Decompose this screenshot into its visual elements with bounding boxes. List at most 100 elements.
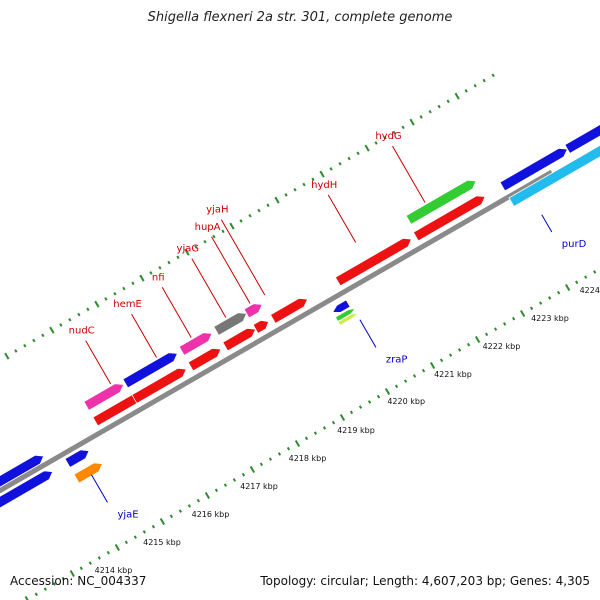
lower-tick	[69, 569, 75, 578]
gene-red-hydH	[334, 237, 413, 287]
upper-tick	[364, 144, 370, 152]
upper-tick	[23, 343, 27, 348]
gene-blue-b	[0, 470, 54, 509]
lower-tick	[484, 332, 489, 337]
lower-tick	[304, 436, 309, 441]
lower-tick	[593, 270, 597, 274]
lower-tick	[24, 595, 29, 600]
gene-blue-a	[0, 454, 45, 488]
accession-text: Accession: NC_004337	[10, 574, 147, 588]
upper-tick	[149, 271, 153, 275]
upper-tick	[419, 115, 423, 119]
genome-backbone	[0, 169, 554, 494]
lower-tick	[294, 439, 301, 448]
gene-magenta-nfi	[178, 332, 213, 356]
upper-tick	[266, 203, 270, 208]
lower-tick	[548, 296, 552, 300]
upper-tick	[131, 281, 135, 286]
label-leader	[161, 286, 192, 338]
gene-red-nfi	[187, 347, 222, 372]
label-leader	[359, 319, 377, 348]
upper-tick	[347, 156, 351, 161]
lower-tick	[530, 306, 534, 311]
kbp-label: 4218 kbp	[289, 454, 327, 463]
lower-tick	[322, 426, 327, 430]
label-leader	[327, 194, 357, 243]
lower-tick	[349, 410, 354, 415]
upper-tick	[454, 92, 460, 100]
upper-tick	[274, 196, 280, 204]
gene-cyan-purD	[508, 144, 600, 208]
lower-tick	[114, 543, 120, 552]
lower-tick	[61, 576, 65, 581]
kbp-label: 4220 kbp	[387, 397, 425, 406]
upper-tick	[374, 141, 378, 145]
lower-tick	[457, 348, 462, 352]
upper-tick	[284, 193, 288, 197]
kbp-label: 4223 kbp	[531, 314, 569, 323]
label-leader	[85, 340, 112, 385]
gene-label-yjaG: yjaG	[177, 244, 200, 255]
gene-label-zraP: zraP	[386, 354, 408, 365]
gene-label-hemE: hemE	[113, 299, 142, 310]
upper-tick	[356, 151, 360, 156]
gene-features	[0, 124, 600, 509]
upper-tick	[464, 89, 468, 93]
upper-tick	[122, 286, 126, 291]
gene-blue-purD-a	[499, 147, 569, 192]
lower-tick	[429, 361, 436, 370]
upper-tick	[212, 234, 216, 239]
upper-tick	[409, 118, 415, 126]
lower-tick	[214, 488, 219, 493]
kbp-label: 4214 kbp	[95, 566, 133, 575]
lower-tick	[88, 561, 92, 565]
lower-tick	[539, 301, 543, 305]
label-leader	[541, 214, 553, 233]
label-leader	[211, 236, 251, 304]
lower-tick	[584, 275, 588, 279]
lower-tick	[474, 335, 481, 344]
lower-tick	[339, 413, 346, 422]
gene-label-purD: purD	[562, 239, 587, 250]
lower-tick	[159, 517, 165, 526]
lower-tick	[232, 478, 237, 482]
upper-tick	[437, 104, 441, 109]
lower-tick	[439, 358, 444, 363]
upper-tick	[41, 333, 45, 338]
upper-tick	[176, 255, 180, 260]
lower-tick	[169, 514, 173, 519]
tick-marks	[4, 73, 597, 600]
gene-label-nfi: nfi	[152, 272, 165, 283]
kbp-label: 4216 kbp	[192, 510, 230, 519]
gene-red-hemE	[131, 367, 188, 404]
upper-tick	[229, 222, 235, 230]
lower-tick	[133, 535, 137, 539]
lower-tick	[97, 556, 101, 560]
gene-orange-yjaE	[73, 462, 103, 484]
lower-tick	[502, 322, 507, 326]
label-leader	[131, 313, 157, 358]
lower-tick	[466, 342, 471, 347]
upper-tick	[167, 260, 171, 265]
kbp-label: 4219 kbp	[337, 426, 375, 435]
upper-tick	[158, 265, 162, 270]
upper-tick	[32, 338, 36, 343]
lower-tick	[196, 498, 201, 503]
lower-tick	[448, 353, 453, 357]
upper-tick	[239, 219, 243, 223]
lower-tick	[358, 405, 363, 409]
upper-tick	[77, 312, 81, 317]
lower-tick	[43, 587, 47, 591]
kbp-label: 4221 kbp	[434, 370, 472, 379]
upper-tick	[329, 167, 333, 171]
lower-tick	[79, 566, 83, 571]
upper-tick	[383, 135, 387, 140]
upper-tick	[473, 83, 477, 88]
upper-tick	[248, 213, 252, 218]
lower-tick	[565, 283, 571, 292]
upper-tick	[293, 187, 297, 192]
upper-tick	[338, 161, 342, 166]
gene-label-nudC: nudC	[69, 326, 95, 337]
lower-tick	[241, 472, 246, 477]
